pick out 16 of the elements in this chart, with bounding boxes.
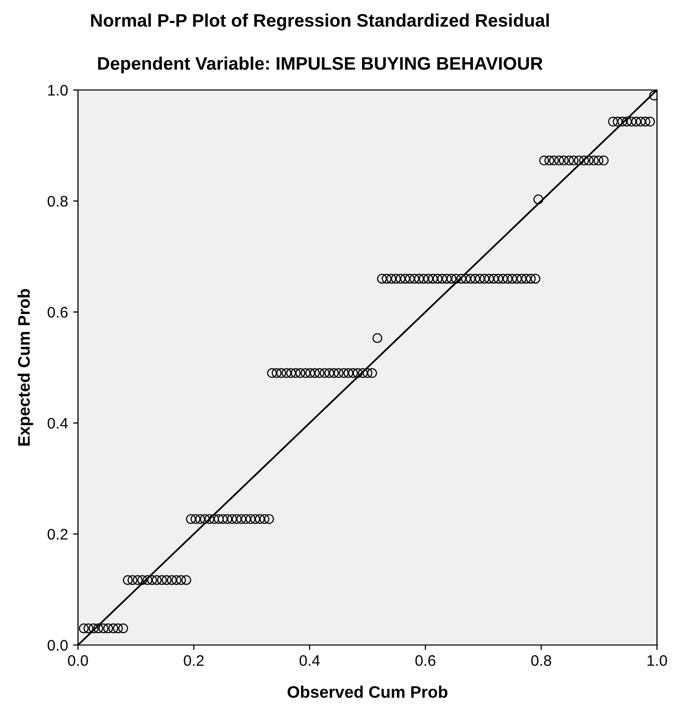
x-tick-label: 0.8 (531, 655, 552, 666)
x-tick-label: 0.2 (184, 655, 204, 666)
y-tick-label: 0.0 (48, 640, 68, 651)
x-tick-label: 0.6 (415, 655, 436, 666)
y-tick-label: 1.0 (48, 84, 68, 96)
y-tick-label: 0.2 (48, 528, 68, 540)
y-tick-label: 0.4 (48, 418, 68, 429)
y-axis-title: Expected Cum Prob (18, 288, 34, 446)
x-tick-label: 1.0 (648, 655, 668, 666)
chart-title: Normal P-P Plot of Regression Standardized Residual (91, 14, 549, 30)
x-tick-label: 0.4 (300, 655, 320, 666)
chart-subtitle: Dependent Variable: IMPULSE BUYING BEHAVIOUR (98, 56, 543, 74)
x-axis-title: Observed Cum Prob (288, 686, 448, 698)
y-tick-label: 0.6 (48, 306, 68, 318)
y-tick-label: 0.8 (48, 196, 68, 207)
x-tick-label: 0.0 (68, 655, 88, 666)
